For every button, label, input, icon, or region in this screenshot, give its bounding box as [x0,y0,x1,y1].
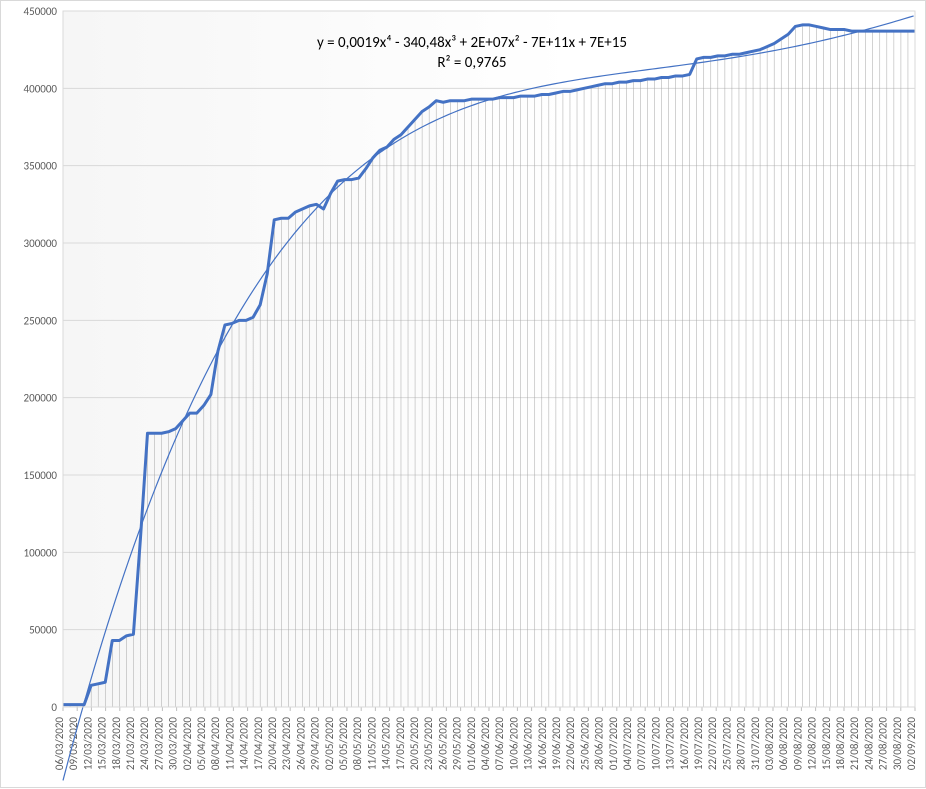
x-tick-label: 28/06/2020 [593,717,606,771]
x-tick-label: 21/08/2020 [848,717,861,771]
x-tick-label: 01/06/2020 [465,717,478,771]
x-tick-label: 26/04/2020 [294,717,307,771]
plot-area [63,11,915,707]
y-tick-label: 100000 [24,546,58,559]
x-tick-label: 27/08/2020 [877,717,890,771]
y-tick-label: 200000 [24,392,58,405]
x-tick-label: 17/05/2020 [394,717,407,771]
y-tick-label: 50000 [29,624,57,637]
y-tick-label: 450000 [24,5,58,18]
x-tick-label: 22/06/2020 [564,717,577,771]
x-tick-label: 06/03/2020 [53,717,66,771]
chart-svg: 0 50000 100000 150000 200000 250000 300000 3500… [1,1,926,789]
x-tick-label: 16/07/2020 [678,717,691,771]
x-tick-label: 05/04/2020 [195,717,208,771]
x-tick-label: 18/03/2020 [110,717,123,771]
x-tick-label: 02/09/2020 [905,717,918,771]
x-tick-label: 05/05/2020 [337,717,350,771]
x-tick-label: 15/08/2020 [820,717,833,771]
x-tick-label: 06/08/2020 [777,717,790,771]
x-tick-label: 11/04/2020 [223,717,236,771]
x-tick-label: 23/05/2020 [422,717,435,771]
x-tick-label: 15/03/2020 [96,717,109,771]
x-tick-label: 16/06/2020 [536,717,549,771]
x-tick-label: 28/07/2020 [735,717,748,771]
x-tick-label: 29/04/2020 [309,717,322,771]
y-tick-label: 350000 [24,160,58,173]
x-tick-label: 12/03/2020 [81,717,94,771]
x-tick-label: 26/05/2020 [436,717,449,771]
x-tick-label: 17/04/2020 [252,717,265,771]
x-tick-label: 10/06/2020 [507,717,520,771]
chart-container: 0 50000 100000 150000 200000 250000 300000 3500… [0,0,926,788]
x-tick-label: 22/07/2020 [706,717,719,771]
x-tick-label: 13/06/2020 [522,717,535,771]
equation-line2: R² = 0,9765 [437,54,506,72]
x-tick-label: 08/05/2020 [351,717,364,771]
y-tick-label: 0 [51,701,57,714]
x-tick-label: 09/08/2020 [791,717,804,771]
x-tick-label: 23/04/2020 [280,717,293,771]
x-tick-label: 19/07/2020 [692,717,705,771]
x-tick-label: 02/05/2020 [323,717,336,771]
x-tick-label: 01/07/2020 [607,717,620,771]
x-tick-label: 20/04/2020 [266,717,279,771]
x-tick-label: 12/08/2020 [806,717,819,771]
x-tick-label: 14/05/2020 [380,717,393,771]
x-tick-label: 27/03/2020 [152,717,165,771]
x-tick-label: 24/08/2020 [862,717,875,771]
x-tick-label: 29/05/2020 [451,717,464,771]
x-tick-label: 04/07/2020 [621,717,634,771]
x-tick-label: 30/03/2020 [167,717,180,771]
x-tick-label: 21/03/2020 [124,717,137,771]
y-tick-label: 300000 [24,237,58,250]
x-tick-label: 24/03/2020 [138,717,151,771]
x-tick-label: 08/04/2020 [209,717,222,771]
x-tick-label: 04/06/2020 [479,717,492,771]
x-tick-label: 03/08/2020 [763,717,776,771]
x-tick-label: 13/07/2020 [664,717,677,771]
x-tick-label: 20/05/2020 [408,717,421,771]
x-tick-label: 25/07/2020 [720,717,733,771]
equation-line1: y = 0,0019x⁴ - 340,48x³ + 2E+07x² - 7E+1… [317,34,627,52]
x-tick-label: 19/06/2020 [550,717,563,771]
x-tick-label: 02/04/2020 [181,717,194,771]
x-tick-label: 18/08/2020 [834,717,847,771]
x-tick-label: 07/06/2020 [493,717,506,771]
x-tick-label: 25/06/2020 [578,717,591,771]
y-tick-label: 250000 [24,314,58,327]
x-tick-label: 10/07/2020 [649,717,662,771]
x-tick-label: 30/08/2020 [891,717,904,771]
y-tick-label: 150000 [24,469,58,482]
x-tick-label: 07/07/2020 [635,717,648,771]
x-tick-label: 31/07/2020 [749,717,762,771]
y-tick-label: 400000 [24,82,58,95]
x-tick-label: 14/04/2020 [238,717,251,771]
x-tick-label: 11/05/2020 [365,717,378,771]
